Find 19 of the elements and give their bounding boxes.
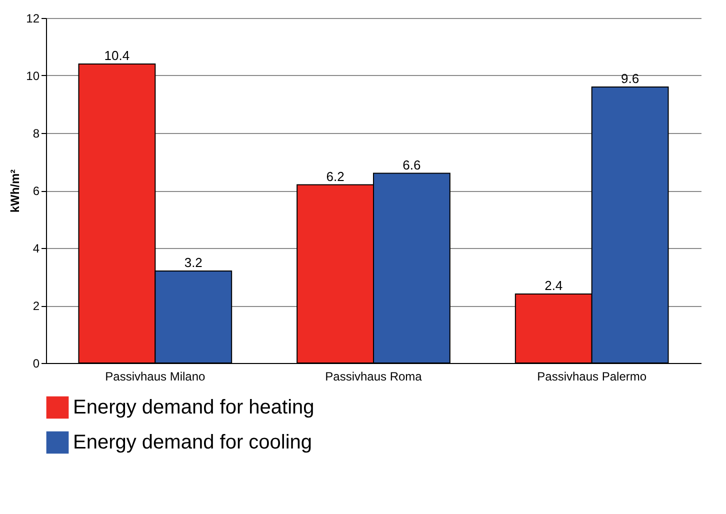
data-label: 10.4	[104, 48, 130, 63]
y-tick-label: 0	[32, 356, 40, 370]
data-label: 2.4	[544, 278, 563, 293]
y-axis-title: kWh/m²	[8, 169, 22, 213]
data-label: 6.6	[402, 157, 421, 172]
data-label: 3.2	[184, 255, 202, 270]
legend-label: Energy demand for heating	[73, 396, 314, 418]
y-tick-label: 2	[32, 299, 40, 313]
x-tick-label: Passivhaus Palermo	[537, 370, 647, 384]
y-tick-label: 6	[32, 184, 40, 198]
y-tick-label: 4	[32, 242, 40, 256]
x-tick-label: Passivhaus Roma	[325, 370, 422, 384]
x-tick-label: Passivhaus Milano	[105, 370, 206, 384]
data-label: 9.6	[621, 71, 640, 86]
y-tick-label: 12	[26, 12, 40, 26]
y-tick-label: 8	[32, 126, 40, 140]
data-label: 6.2	[326, 168, 344, 184]
legend-label: Energy demand for cooling	[73, 432, 312, 454]
y-tick-label: 10	[26, 69, 40, 83]
